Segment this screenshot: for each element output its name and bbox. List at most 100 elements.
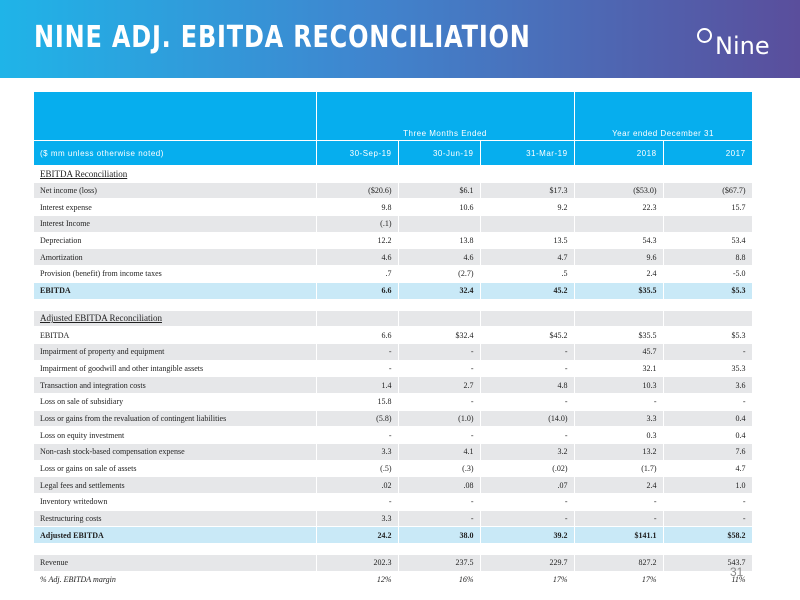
row-value: - [663, 493, 753, 511]
row-value: ($53.0) [574, 182, 664, 200]
row-value: - [398, 510, 481, 528]
row-value: 3.3 [316, 510, 399, 528]
section-title: EBITDA Reconciliation [40, 168, 128, 179]
row-value: - [316, 343, 399, 361]
table-row: Amortization 4.6 4.6 4.7 9.6 8.8 [34, 248, 753, 267]
row-value: $32.4 [398, 326, 481, 344]
row-value: (.5) [316, 460, 399, 478]
slide-title: NINE ADJ. EBITDA RECONCILIATION [34, 20, 531, 55]
row-value: 4.8 [480, 376, 575, 394]
table-row: Inventory writedown - - - - - [34, 493, 753, 511]
row-value: - [398, 393, 481, 411]
table-row: Net income (loss) ($20.6) $6.1 $17.3 ($5… [34, 182, 753, 200]
row-label: Revenue [34, 554, 317, 572]
row-label: Legal fees and settlements [34, 476, 317, 495]
row-value: - [316, 360, 399, 378]
table-row: Impairment of property and equipment - -… [34, 343, 753, 361]
row-value: 10.3 [574, 376, 664, 394]
row-value [574, 215, 664, 233]
row-value: 7.6 [663, 443, 753, 461]
header-group-row: Three Months Ended Year ended December 3… [34, 92, 753, 141]
row-value: $5.3 [663, 326, 753, 344]
col-header: 30-Sep-19 [316, 140, 399, 166]
row-value: 12% [316, 571, 399, 589]
spacer-row [34, 299, 753, 311]
table-row: Loss or gains on sale of assets (.5) (.3… [34, 460, 753, 478]
row-value: 3.3 [574, 410, 664, 428]
unit-note: ($ mm unless otherwise noted) [34, 140, 317, 166]
row-value: - [316, 493, 399, 511]
margin-row: % Adj. EBITDA margin 12% 16% 17% 17% 11% [34, 571, 753, 589]
section-heading-row: EBITDA Reconciliation [34, 165, 753, 183]
row-label: Net income (loss) [34, 182, 317, 200]
row-value: 39.2 [480, 526, 575, 545]
header-three-months: Three Months Ended [316, 92, 575, 141]
row-value: $5.3 [663, 282, 753, 300]
row-value: 15.8 [316, 393, 399, 411]
ebitda-reconciliation-table: Three Months Ended Year ended December 3… [34, 92, 753, 589]
row-value: ($67.7) [663, 182, 753, 200]
table-row: Interest expense 9.8 10.6 9.2 22.3 15.7 [34, 198, 753, 217]
table-row: Depreciation 12.2 13.8 13.5 54.3 53.4 [34, 232, 753, 250]
row-value: $6.1 [398, 182, 481, 200]
row-value: (.1) [316, 215, 399, 233]
row-value: 6.6 [316, 326, 399, 344]
row-value: .07 [480, 476, 575, 495]
col-header: 2017 [663, 140, 753, 166]
row-value: 16% [398, 571, 481, 589]
section-title: Adjusted EBITDA Reconciliation [40, 313, 162, 324]
row-value: 229.7 [480, 554, 575, 572]
row-value: 13.5 [480, 232, 575, 250]
table-row: Loss or gains from the revaluation of co… [34, 410, 753, 428]
row-value: 1.4 [316, 376, 399, 394]
row-value: - [574, 493, 664, 511]
row-label: Inventory writedown [34, 493, 317, 511]
row-value: (.3) [398, 460, 481, 478]
row-label: % Adj. EBITDA margin [34, 571, 317, 589]
row-value: 32.1 [574, 360, 664, 378]
row-label: Interest Income [34, 215, 317, 233]
row-value: 237.5 [398, 554, 481, 572]
table-row: Interest Income (.1) [34, 215, 753, 233]
row-value: 4.6 [316, 248, 399, 267]
row-value: 3.3 [316, 443, 399, 461]
logo-text: Nine [715, 32, 770, 60]
row-value: - [480, 510, 575, 528]
header-year-ended: Year ended December 31 [574, 92, 753, 141]
row-label: Transaction and integration costs [34, 376, 317, 394]
row-value: (5.8) [316, 410, 399, 428]
row-value: 9.8 [316, 198, 399, 217]
ebitda-total-row: EBITDA 6.6 32.4 45.2 $35.5 $5.3 [34, 282, 753, 300]
row-value: 4.7 [663, 460, 753, 478]
table-row: Loss on sale of subsidiary 15.8 - - - - [34, 393, 753, 411]
row-value: 1.0 [663, 476, 753, 495]
row-value: 202.3 [316, 554, 399, 572]
row-value: - [398, 360, 481, 378]
table-row: Legal fees and settlements .02 .08 .07 2… [34, 476, 753, 495]
row-value: 32.4 [398, 282, 481, 300]
row-value [480, 215, 575, 233]
row-value: 15.7 [663, 198, 753, 217]
row-value: 0.4 [663, 426, 753, 444]
row-label: Depreciation [34, 232, 317, 250]
row-value: .08 [398, 476, 481, 495]
row-value: 6.6 [316, 282, 399, 300]
row-value: 2.7 [398, 376, 481, 394]
row-label: Interest expense [34, 198, 317, 217]
row-label: Impairment of goodwill and other intangi… [34, 360, 317, 378]
header-columns-row: ($ mm unless otherwise noted) 30-Sep-19 … [34, 140, 753, 166]
row-value: $141.1 [574, 526, 664, 545]
row-value: (1.7) [574, 460, 664, 478]
revenue-row: Revenue 202.3 237.5 229.7 827.2 543.7 [34, 554, 753, 572]
row-value: 17% [574, 571, 664, 589]
row-value: (2.7) [398, 265, 481, 283]
row-value: 4.7 [480, 248, 575, 267]
header-blank [34, 92, 317, 141]
row-value: 2.4 [574, 476, 664, 495]
row-value: 8.8 [663, 248, 753, 267]
row-value: 22.3 [574, 198, 664, 217]
row-value: 11% [663, 571, 753, 589]
row-label: EBITDA [34, 282, 317, 300]
row-value: .7 [316, 265, 399, 283]
table-row: Impairment of goodwill and other intangi… [34, 360, 753, 378]
